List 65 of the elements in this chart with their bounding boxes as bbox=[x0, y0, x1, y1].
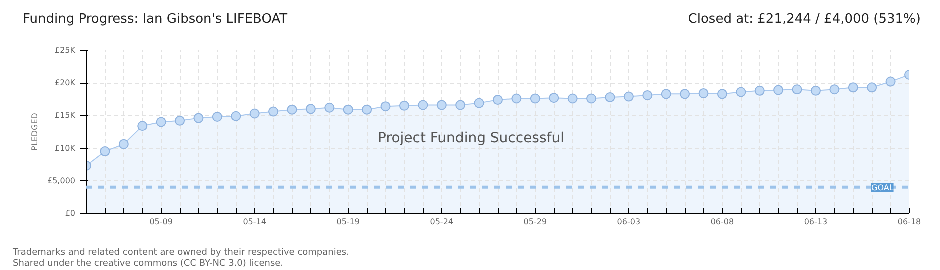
x-tick-label: 05-14 bbox=[243, 218, 266, 226]
y-tick-label: £5,000 bbox=[48, 176, 76, 186]
chart-title: Funding Progress: Ian Gibson's LIFEBOAT bbox=[23, 11, 288, 29]
point bbox=[231, 111, 242, 122]
point bbox=[399, 100, 410, 111]
x-tick-label: 05-29 bbox=[524, 218, 548, 226]
annotation: Project Funding Successful bbox=[378, 130, 564, 147]
point bbox=[698, 88, 709, 99]
point bbox=[118, 139, 129, 150]
point bbox=[624, 92, 634, 102]
y-tick-label: £0 bbox=[65, 209, 76, 218]
x-tick-label: 06-08 bbox=[710, 218, 734, 226]
y-tick-label: £10K bbox=[54, 144, 76, 153]
point bbox=[549, 93, 560, 104]
point bbox=[287, 104, 298, 115]
point bbox=[343, 104, 354, 115]
point bbox=[212, 112, 222, 122]
point bbox=[138, 121, 148, 132]
point bbox=[324, 102, 335, 113]
y-axis-title: PLEDGED bbox=[30, 113, 40, 151]
text: Shared under the creative commons (CC BY-NC 3.0) license. bbox=[13, 259, 284, 269]
y-tick-label: £20K bbox=[54, 78, 76, 88]
x-tick-label: 06-03 bbox=[617, 218, 641, 226]
point bbox=[680, 89, 690, 100]
point bbox=[774, 85, 784, 96]
x-tick-label: 05-24 bbox=[430, 218, 454, 226]
point bbox=[456, 100, 466, 110]
point bbox=[175, 116, 186, 126]
point bbox=[830, 84, 840, 95]
point bbox=[586, 94, 597, 104]
point bbox=[418, 100, 428, 110]
y-tick-label: £15K bbox=[54, 111, 76, 120]
point bbox=[642, 90, 653, 100]
point bbox=[810, 86, 821, 96]
point bbox=[754, 86, 765, 96]
point bbox=[268, 106, 279, 117]
point bbox=[250, 108, 260, 119]
point bbox=[100, 146, 110, 157]
ref-line-label: GOAL bbox=[872, 183, 894, 192]
point bbox=[848, 82, 858, 93]
point bbox=[362, 104, 372, 115]
point bbox=[194, 113, 204, 124]
point bbox=[867, 82, 878, 93]
point bbox=[736, 87, 746, 98]
point bbox=[156, 117, 166, 128]
point bbox=[886, 76, 896, 87]
point bbox=[568, 94, 578, 104]
point bbox=[493, 95, 503, 106]
x-tick-label: 05-09 bbox=[150, 218, 173, 226]
point bbox=[380, 102, 391, 112]
point bbox=[717, 89, 728, 100]
point bbox=[661, 89, 672, 100]
y-tick-label: £25K bbox=[54, 46, 76, 55]
point bbox=[530, 94, 540, 104]
point bbox=[512, 94, 522, 104]
point bbox=[605, 92, 616, 102]
chart-subtitle: Closed at: £21,244 / £4,000 (531%) bbox=[688, 11, 921, 29]
point bbox=[306, 104, 316, 114]
point bbox=[436, 100, 447, 110]
point bbox=[792, 84, 802, 95]
point bbox=[474, 98, 484, 108]
text: Trademarks and related content are owned by their respective companies. bbox=[13, 248, 350, 258]
x-tick-label: 06-13 bbox=[804, 218, 828, 226]
x-tick-label: 05-19 bbox=[336, 218, 360, 226]
x-tick-label: 06-18 bbox=[898, 218, 922, 226]
